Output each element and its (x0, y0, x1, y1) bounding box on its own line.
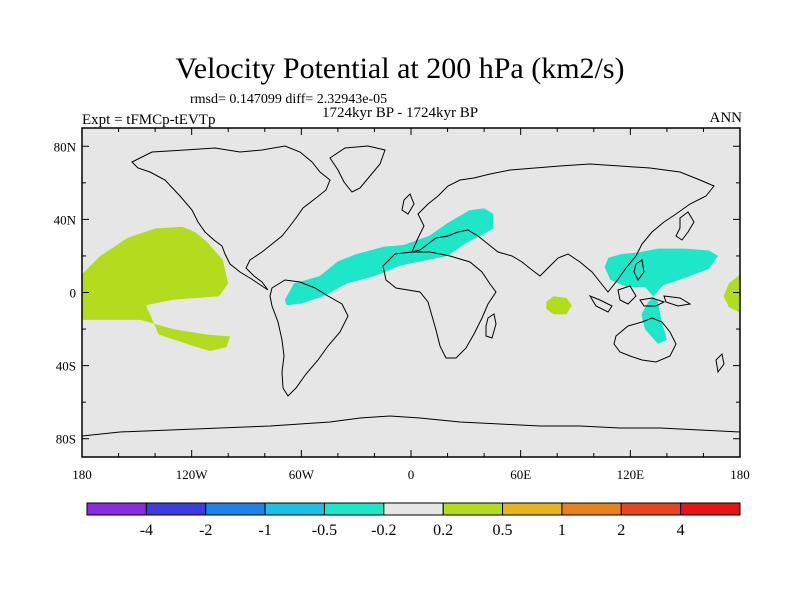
coastline-philippines (633, 259, 645, 281)
y-tick-label: 40N (54, 212, 77, 227)
coastline-british-isles (401, 193, 415, 215)
x-tick-label: 120W (176, 467, 209, 482)
x-tick-label: 180 (72, 467, 92, 482)
chart-title: Velocity Potential at 200 hPa (km2/s) (175, 52, 625, 85)
region-negative-atlantic-africa-mideast (284, 208, 494, 306)
period-label: 1724kyr BP - 1724kyr BP (322, 105, 479, 121)
colorbar: -4 -2 -1 -0.5 -0.2 0.2 0.5 1 2 4 (86, 502, 741, 539)
coastline-eurasia (411, 163, 715, 293)
region-negative-west-pacific-indonesia (604, 248, 719, 344)
region-positive-east-pacific (82, 226, 231, 351)
x-tick-label: 120E (617, 467, 645, 482)
colorbar-swatch (145, 502, 207, 516)
coastline-australia (613, 317, 677, 363)
colorbar-label: 0.5 (493, 522, 513, 539)
colorbar-swatch (323, 502, 385, 516)
x-tick-label: 180 (730, 467, 750, 482)
coastlines (82, 145, 740, 437)
coastline-africa (382, 251, 497, 359)
x-axis-ticks: 180 120W 60W 0 60E 120E 180 (72, 128, 750, 482)
colorbar-label: 0.2 (433, 522, 453, 539)
region-positive-dateline-east (723, 274, 740, 313)
colorbar-label: 1 (558, 522, 566, 539)
coastline-japan (675, 211, 695, 241)
experiment-label: Expt = tFMCp-tEVTp (82, 112, 216, 128)
colorbar-swatch (86, 502, 147, 516)
coastline-north-america (131, 145, 331, 291)
colorbar-swatch (502, 502, 563, 516)
colorbar-label: -1 (258, 522, 271, 539)
x-tick-label: 0 (408, 467, 415, 482)
coastline-antarctica (82, 415, 740, 437)
colorbar-swatch (620, 502, 682, 516)
colorbar-label: 4 (677, 522, 685, 539)
colorbar-label: -0.2 (371, 522, 396, 539)
coastline-greenland (329, 145, 386, 193)
y-tick-label: 0 (70, 286, 77, 301)
y-tick-label: 80N (54, 139, 77, 154)
region-positive-indian-ocean (546, 296, 572, 315)
y-axis-ticks: 80N 40N 0 40S 80S (54, 139, 740, 447)
coastline-new-zealand (715, 352, 725, 374)
y-tick-label: 80S (56, 432, 76, 447)
x-tick-label: 60W (289, 467, 315, 482)
stats-label: rmsd= 0.147099 diff= 2.32943e-05 (190, 92, 388, 107)
y-tick-label: 40S (56, 359, 76, 374)
coastline-indonesia (588, 285, 692, 313)
coastline-south-america (269, 279, 349, 397)
contour-regions (82, 208, 740, 351)
colorbar-swatch (205, 502, 266, 516)
season-label: ANN (709, 110, 743, 126)
colorbar-swatch (442, 502, 504, 516)
colorbar-swatch (561, 502, 622, 516)
colorbar-swatch (383, 502, 444, 516)
colorbar-label: 2 (617, 522, 625, 539)
coastline-madagascar (485, 313, 497, 339)
colorbar-label: -2 (199, 522, 212, 539)
colorbar-swatch (264, 502, 325, 516)
colorbar-swatch (680, 502, 741, 516)
x-tick-label: 60E (510, 467, 531, 482)
colorbar-label: -0.5 (312, 522, 337, 539)
colorbar-label: -4 (140, 522, 153, 539)
